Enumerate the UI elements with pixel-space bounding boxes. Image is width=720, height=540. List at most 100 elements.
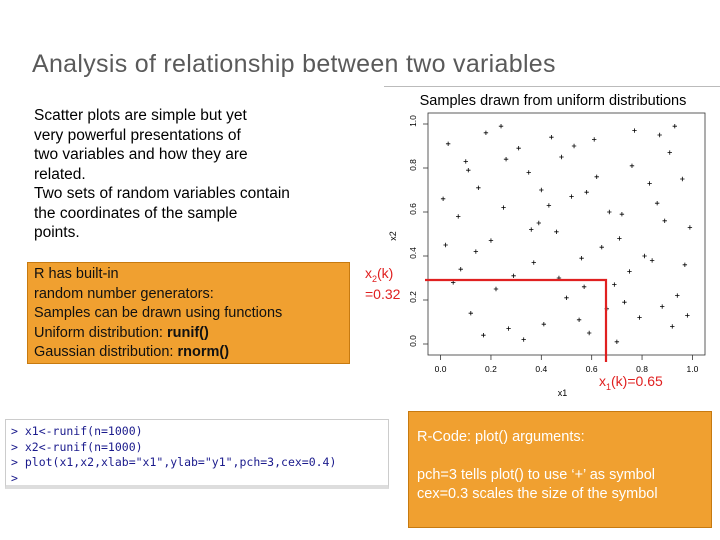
ann-sub: 1 [606, 382, 611, 392]
scatter-point [571, 143, 577, 149]
intro-line: points. [34, 224, 80, 241]
box-line: R has built-in [34, 265, 343, 285]
scatter-point [579, 256, 584, 261]
args-heading: R-Code: plot() arguments: [417, 429, 585, 445]
scatter-point [539, 187, 544, 193]
args-line: cex=0.3 scales the size of the symbol [417, 486, 658, 502]
scatter-point [584, 190, 589, 195]
box-line: random number generators: [34, 285, 343, 305]
y-tick-label: 0.2 [408, 291, 418, 303]
scatter-point [614, 339, 620, 344]
scatter-point [511, 273, 516, 278]
scatter-point [440, 196, 446, 201]
scatter-point [531, 260, 536, 265]
scatter-point [607, 209, 612, 215]
box-text: Samples can be drawn using functions [34, 305, 283, 321]
intro-line: Scatter plots are simple but yet [34, 107, 247, 124]
scatter-point [594, 174, 599, 179]
scatter-point [612, 282, 617, 287]
scatter-point [483, 130, 489, 135]
function-name: rnorm() [177, 344, 230, 360]
scatter-point [569, 194, 574, 199]
scatter-point [576, 317, 582, 322]
box-text: Uniform distribution: [34, 324, 167, 341]
scatter-point [559, 154, 564, 160]
ann-sub: 2 [372, 274, 377, 284]
intro-text: Scatter plots are simple but yet very pow… [34, 106, 290, 243]
x-tick-label: 0.0 [435, 364, 447, 374]
scatter-point [466, 168, 471, 173]
console-line: > x1<-runif(n=1000) [11, 424, 143, 438]
x-axis-label: x1 [558, 388, 568, 398]
intro-line: the coordinates of the sample [34, 204, 238, 222]
scatter-point [619, 212, 625, 217]
y-tick-label: 0.0 [408, 335, 418, 347]
scatter-point [629, 163, 635, 168]
scatter-point [659, 304, 665, 309]
box-line: Samples can be drawn using functions [34, 304, 343, 324]
scatter-point [632, 128, 637, 133]
intro-line: two variables and how they are [34, 146, 248, 163]
scatter-point [675, 293, 680, 298]
scatter-point [541, 322, 547, 327]
r-console: > x1<-runif(n=1000) > x2<-runif(n=1000) > … [5, 419, 389, 489]
scatter-point [546, 203, 552, 208]
ann-rest: (k) [377, 265, 393, 281]
scatter-point [617, 236, 622, 241]
y-tick-label: 0.4 [408, 247, 418, 259]
x-tick-label: 1.0 [686, 364, 698, 374]
scatter-point [649, 258, 655, 263]
scatter-point [481, 333, 486, 338]
scatter-point [682, 262, 688, 267]
builtin-box: R has built-in random number generators: S… [27, 262, 350, 364]
plot-panel [387, 108, 717, 405]
console-line: > x2<-runif(n=1000) [11, 439, 143, 454]
box-text: R has built-in [34, 266, 119, 282]
intro-line: very powerful presentations of [34, 126, 241, 144]
scatter-point [476, 185, 481, 190]
scatter-point [443, 242, 448, 248]
scatter-point [473, 249, 479, 254]
scatter-point [516, 146, 521, 151]
highlight-line [425, 278, 608, 362]
intro-line: related. [34, 165, 86, 183]
scatter-point [592, 137, 597, 142]
scatter-point [445, 141, 451, 146]
title-rule [384, 86, 720, 87]
ann-base: x [365, 265, 372, 281]
scatter-point [463, 159, 468, 164]
scatter-point [667, 150, 672, 155]
box-line: Gaussian distribution: rnorm() [34, 343, 343, 363]
chart-title: Samples drawn from uniform distributions [420, 93, 687, 109]
scatter-point [501, 205, 506, 210]
scatter-point [526, 170, 531, 175]
plot-frame [427, 112, 706, 356]
slide-title: Analysis of relationship between two var… [32, 50, 556, 78]
y-axis-label: x2 [388, 231, 398, 241]
scatter-point [680, 176, 685, 182]
scatter-point [685, 313, 690, 318]
scatter-point [657, 132, 662, 138]
scatter-point [622, 300, 627, 305]
box-text: random number generators: [34, 285, 214, 302]
annotation-x2: x2(k) [365, 265, 393, 284]
scatter-point [456, 214, 461, 219]
scatter-point [554, 229, 559, 234]
console-line: > plot(x1,x2,xlab="x1",ylab="y1",pch=3,c… [11, 455, 337, 469]
scatter-point [581, 284, 587, 289]
x-tick-label: 0.2 [485, 364, 497, 374]
scatter-point [687, 225, 693, 230]
annotation-x2-value: =0.32 [365, 286, 401, 302]
console-line: > [11, 470, 18, 485]
ann-base: x [599, 373, 606, 389]
y-tick-label: 1.0 [408, 115, 418, 127]
x-tick-label: 0.4 [535, 364, 547, 374]
scatter-point [549, 135, 554, 140]
scatter-point [654, 201, 660, 206]
scatter-point [627, 269, 632, 274]
scatter-point [458, 267, 463, 272]
scatter-point [521, 337, 526, 342]
box-line: Uniform distribution: runif() [34, 324, 343, 344]
y-tick-label: 0.8 [408, 159, 418, 171]
